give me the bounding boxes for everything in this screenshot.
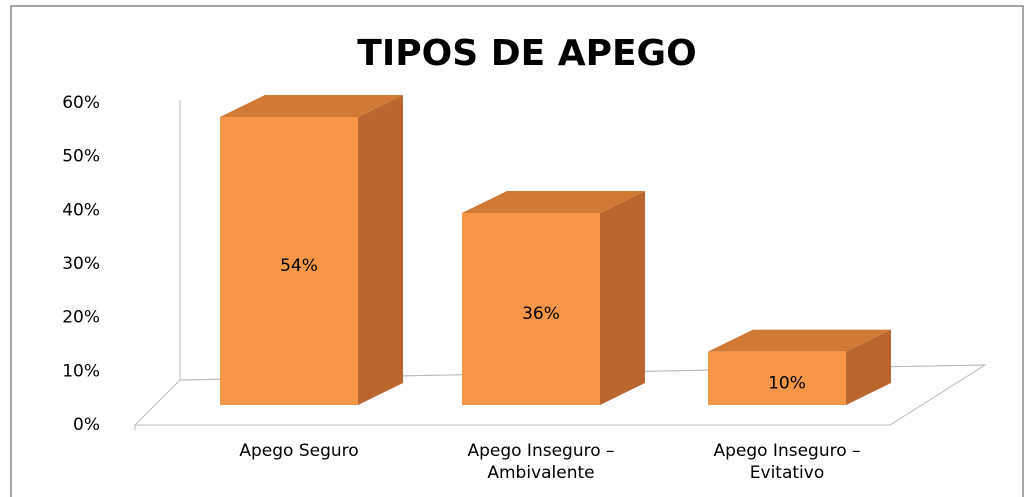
chart-border xyxy=(10,5,1024,497)
y-tick-label: 20% xyxy=(62,308,100,328)
y-tick-label: 10% xyxy=(62,361,100,381)
data-label: 54% xyxy=(280,256,318,276)
bar xyxy=(462,213,600,405)
y-tick-label: 60% xyxy=(62,93,100,113)
x-tick-label: Apego Inseguro – Ambivalente xyxy=(467,441,615,483)
bar xyxy=(708,351,846,405)
bar-side xyxy=(846,329,891,405)
y-tick-label: 50% xyxy=(62,147,100,167)
chart-title: TIPOS DE APEGO xyxy=(357,33,696,74)
bar-side xyxy=(358,95,403,405)
data-label: 36% xyxy=(522,304,560,324)
bar-top xyxy=(220,95,403,117)
data-label: 10% xyxy=(768,373,806,393)
bar-top xyxy=(708,329,891,352)
bar-top xyxy=(462,191,645,213)
y-tick-label: 30% xyxy=(62,254,100,274)
bar-side xyxy=(600,191,645,405)
y-tick-label: 0% xyxy=(73,415,100,435)
bar xyxy=(220,117,358,405)
floor xyxy=(133,364,987,426)
y-tick-label: 40% xyxy=(62,200,100,220)
x-tick-label: Apego Seguro xyxy=(239,441,359,461)
x-tick-label: Apego Inseguro – Evitativo xyxy=(713,441,861,483)
